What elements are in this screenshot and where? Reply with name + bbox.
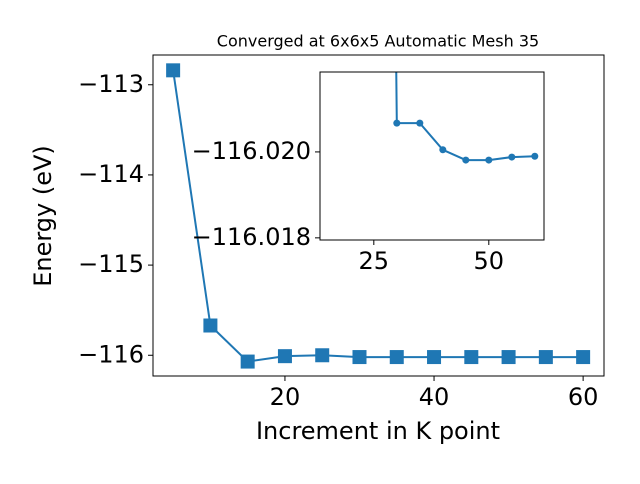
data-point [462,156,470,164]
data-point [389,350,404,365]
plot-frame [152,54,605,377]
data-point [501,350,516,365]
data-point [439,146,447,154]
chart-title: Converged at 6x6x5 Automatic Mesh 35 [217,32,539,51]
data-point [576,350,591,365]
data-point [240,354,255,369]
plot-frame [319,71,545,241]
data-point [166,63,181,78]
x-axis-label: Increment in K point [256,417,500,445]
data-point [427,350,442,365]
x-tick-label: 20 [270,383,301,411]
data-point [416,119,424,127]
data-point [485,156,493,164]
data-point [508,153,516,161]
x-tick-label: 25 [359,247,390,275]
y-tick-label: −113 [78,70,144,98]
x-tick-label: 40 [419,383,450,411]
data-point [393,119,401,127]
y-tick-label: −116 [78,340,144,368]
data-point [538,350,553,365]
series-group [166,63,591,369]
y-tick-label: −115 [78,250,144,278]
y-tick-label: −116.018 [192,223,311,251]
data-point [464,350,479,365]
data-point [531,152,539,160]
data-point [315,348,330,363]
y-axis-label: Energy (eV) [29,145,57,287]
plot-area [320,72,544,240]
series-group [393,72,539,164]
x-tick-label: 60 [568,383,599,411]
data-point [277,349,292,364]
data-point [203,318,218,333]
x-tick-label: 50 [474,247,505,275]
y-tick-label: −114 [78,160,144,188]
y-tick-label: −116.020 [192,137,311,165]
data-point [352,350,367,365]
series-line [395,72,535,162]
